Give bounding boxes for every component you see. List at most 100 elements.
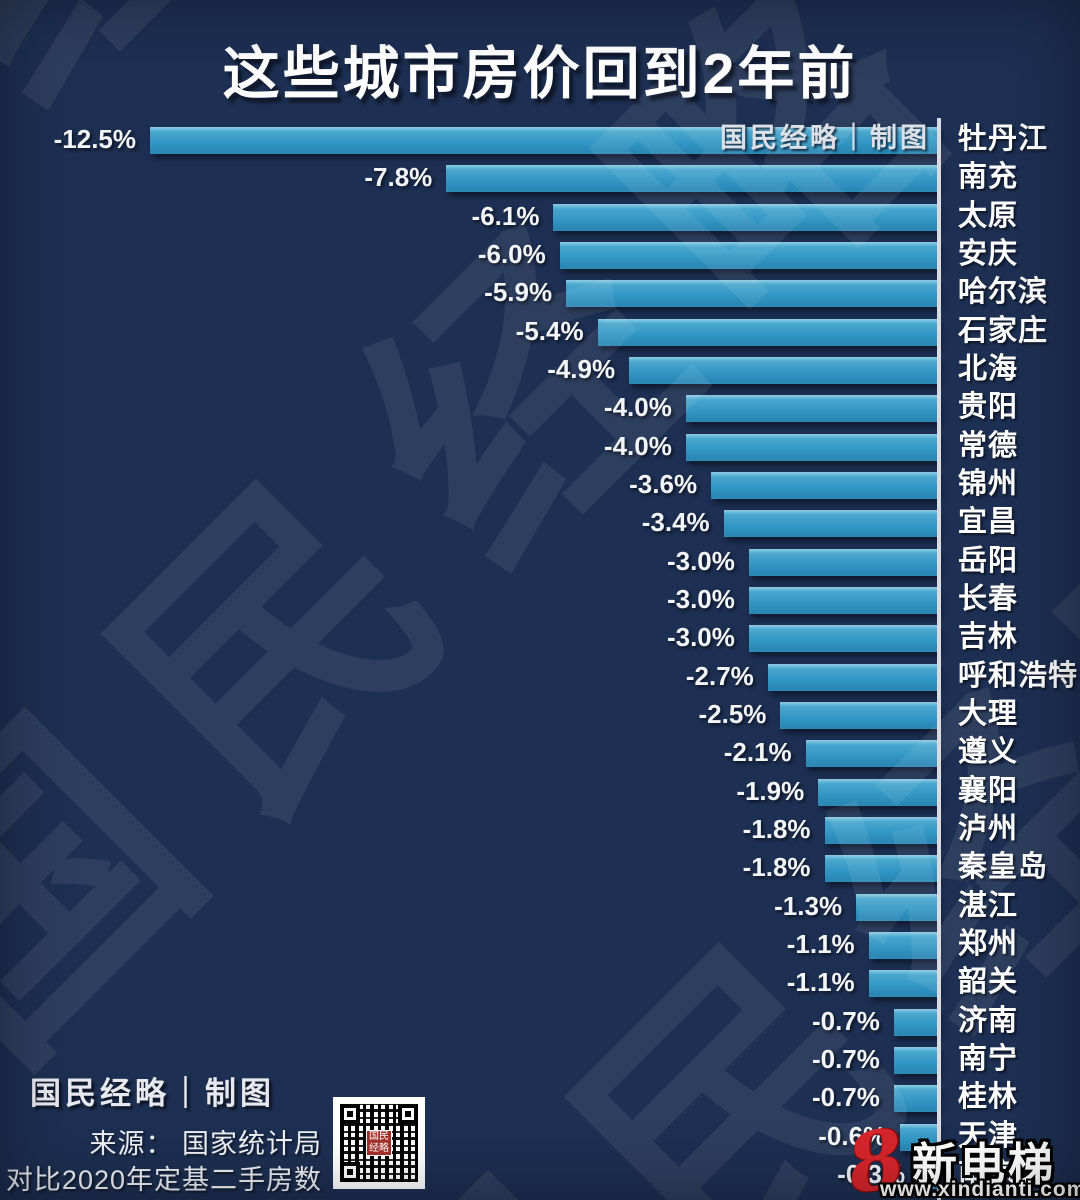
city-label: 南充 — [958, 161, 1019, 194]
chart-row: -1.1% 郑州 — [0, 924, 1080, 962]
chart-row: -0.6% 天津 — [0, 1116, 1080, 1154]
chart-row: -0.7% 济南 — [0, 1001, 1080, 1039]
bar — [824, 855, 938, 883]
value-label: -4.0% — [603, 430, 672, 461]
value-label: -1.8% — [742, 852, 811, 883]
city-label: 北海 — [958, 352, 1019, 385]
city-label: 牡丹江 — [958, 123, 1049, 155]
city-label: 南京 — [958, 1157, 1019, 1190]
bar — [919, 1161, 938, 1189]
city-label: 宜昌 — [958, 506, 1019, 539]
chart-row: -5.4% 石家庄 — [0, 311, 1080, 349]
logo-name: 新电梯 — [912, 1139, 1057, 1190]
bar — [748, 548, 938, 576]
bar — [856, 893, 938, 921]
value-label: -6.0% — [477, 238, 546, 269]
value-label: -3.0% — [666, 545, 735, 576]
bar — [805, 740, 938, 768]
chart-row: -7.8% 南充 — [0, 157, 1080, 195]
qr-center-seal: 国民经略 — [366, 1130, 392, 1156]
city-label: 呼和浩特 — [958, 659, 1079, 692]
bar — [748, 625, 938, 653]
bar — [597, 318, 938, 346]
logo-url: www.xindianti.com — [880, 1178, 1080, 1200]
value-label: -6.1% — [471, 200, 540, 231]
chart-row: -12.5% 牡丹江 — [0, 119, 1080, 157]
bar — [767, 663, 938, 691]
chart-row: -3.0% 吉林 — [0, 617, 1080, 655]
chart-row: -3.0% 长春 — [0, 579, 1080, 617]
chart-row: -2.5% 大理 — [0, 694, 1080, 732]
value-label: -3.6% — [629, 468, 698, 499]
city-label: 哈尔滨 — [958, 276, 1049, 309]
city-label: 贵阳 — [958, 391, 1019, 424]
bar — [685, 395, 938, 423]
city-label: 秦皇岛 — [958, 851, 1049, 884]
value-label: -7.8% — [364, 162, 433, 193]
city-label: 济南 — [958, 1004, 1019, 1037]
city-label: 石家庄 — [958, 314, 1049, 347]
value-label: -12.5% — [53, 124, 136, 154]
value-label: -0.3% — [837, 1158, 906, 1189]
chart-row: -6.0% 安庆 — [0, 234, 1080, 272]
city-label: 南宁 — [958, 1042, 1019, 1075]
chart-row: -0.3% 南京 — [0, 1154, 1080, 1192]
bar — [818, 778, 938, 806]
value-label: -1.3% — [774, 890, 843, 921]
bar — [868, 931, 938, 959]
qr-finder-icon — [340, 1104, 360, 1124]
value-label: -4.0% — [603, 392, 672, 423]
city-label: 湛江 — [958, 889, 1019, 922]
source-line-1: 来源： 国家统计局 — [89, 1129, 322, 1159]
xindianti-logo: 8 新电梯 www.xindianti.com — [840, 1110, 1080, 1200]
chart-row: -3.0% 岳阳 — [0, 541, 1080, 579]
value-label: -0.6% — [818, 1120, 887, 1151]
city-label: 韶关 — [958, 966, 1019, 999]
city-label: 长春 — [958, 582, 1019, 615]
chart-row: -1.1% 韶关 — [0, 962, 1080, 1000]
city-label: 太原 — [958, 199, 1019, 232]
source-line-2: 对比2020年定基二手房数据 — [5, 1165, 322, 1195]
value-label: -2.5% — [698, 698, 767, 729]
value-label: -1.1% — [786, 967, 855, 998]
bar — [711, 471, 938, 499]
chart-row: -0.7% 桂林 — [0, 1077, 1080, 1115]
chart-row: -1.3% 湛江 — [0, 886, 1080, 924]
value-label: -3.0% — [666, 622, 735, 653]
value-label: -2.7% — [685, 660, 754, 691]
city-label: 大理 — [958, 697, 1019, 730]
value-label: -0.7% — [811, 1005, 880, 1036]
value-label: -5.9% — [484, 277, 553, 308]
city-label: 安庆 — [958, 237, 1019, 270]
qr-finder-icon — [398, 1104, 418, 1124]
bar — [893, 1008, 938, 1036]
bar — [868, 970, 938, 998]
inbar-credit: 国民经略｜制图 — [720, 123, 930, 154]
chart-row: -0.7% 南宁 — [0, 1039, 1080, 1077]
value-label: -0.7% — [811, 1082, 880, 1113]
value-label: -1.1% — [786, 928, 855, 959]
qr-finder-icon — [340, 1162, 360, 1182]
city-label: 锦州 — [958, 467, 1019, 500]
value-label: -3.4% — [641, 507, 710, 538]
city-label: 常德 — [958, 429, 1019, 462]
bar — [566, 280, 938, 308]
bar — [685, 433, 938, 461]
city-label: 遵义 — [958, 736, 1019, 769]
bar — [824, 816, 938, 844]
chart-row: -4.0% 贵阳 — [0, 387, 1080, 425]
chart-row: -5.9% 哈尔滨 — [0, 272, 1080, 310]
city-label: 天津 — [958, 1119, 1019, 1152]
bar — [559, 241, 938, 269]
axis-baseline — [937, 118, 941, 1200]
city-label: 泸州 — [958, 812, 1019, 845]
value-label: -4.9% — [547, 353, 616, 384]
bar — [893, 1046, 938, 1074]
chart-row: -6.1% 太原 — [0, 196, 1080, 234]
bar — [780, 701, 938, 729]
chart-row: -2.1% 遵义 — [0, 732, 1080, 770]
city-label: 郑州 — [958, 927, 1019, 960]
value-label: -1.9% — [736, 775, 805, 806]
bar — [446, 165, 938, 193]
